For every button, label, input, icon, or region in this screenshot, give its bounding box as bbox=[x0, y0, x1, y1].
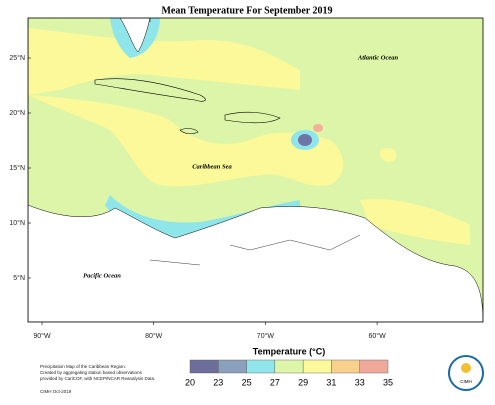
lat-label: 25°N bbox=[9, 54, 25, 62]
coast bbox=[28, 18, 151, 205]
legend-swatch bbox=[302, 359, 332, 374]
legend-swatch bbox=[274, 359, 304, 374]
legend-tick: 29 bbox=[298, 377, 308, 387]
warm-zone bbox=[28, 28, 300, 95]
map-area bbox=[28, 18, 483, 322]
legend-swatch bbox=[331, 359, 360, 374]
legend-tick: 20 bbox=[185, 377, 195, 387]
logo-text: CIMH bbox=[460, 379, 472, 384]
legend: 20 23 25 27 29 31 33 35 bbox=[185, 359, 393, 387]
legend-tick: 31 bbox=[326, 377, 336, 387]
lat-labels: 25°N 20°N 15°N 10°N 5°N bbox=[9, 54, 31, 282]
cuba bbox=[94, 78, 206, 102]
warm-zone bbox=[379, 148, 397, 162]
land bbox=[28, 204, 483, 322]
lon-label: 90°W bbox=[33, 332, 51, 340]
lon-label: 70°W bbox=[257, 332, 275, 340]
lat-label: 10°N bbox=[9, 219, 25, 227]
lat-label: 15°N bbox=[9, 164, 25, 172]
ocean-label: Atlantic Ocean bbox=[357, 54, 399, 61]
ocean-label: Pacific Ocean bbox=[83, 272, 121, 279]
ocean-label: Caribbean Sea bbox=[192, 163, 232, 170]
map-frame bbox=[27, 17, 484, 323]
lat-label: 20°N bbox=[9, 109, 25, 117]
cold-zone bbox=[298, 134, 312, 146]
note: Created by aggregating station based obs… bbox=[40, 370, 143, 375]
hispaniola bbox=[224, 111, 281, 124]
legend-tick: 25 bbox=[242, 377, 252, 387]
borders bbox=[149, 234, 361, 266]
lon-label: 80°W bbox=[145, 332, 163, 340]
note: Precipitation Map of the Caribbean Regio… bbox=[40, 364, 126, 369]
lon-label: 60°W bbox=[368, 332, 386, 340]
credit: CIMH Oct-2019 bbox=[40, 389, 72, 394]
hot-zone bbox=[313, 124, 323, 132]
legend-tick: 33 bbox=[355, 377, 365, 387]
lon-labels: 90°W 80°W 70°W 60°W bbox=[33, 322, 386, 340]
logo-sun bbox=[461, 363, 471, 373]
note: provided by CariCOF, with NCEP/NCAR Rean… bbox=[40, 376, 155, 381]
legend-tick: 27 bbox=[270, 377, 280, 387]
title: Mean Temperature For September 2019 bbox=[161, 5, 332, 16]
legend-swatch bbox=[189, 359, 219, 374]
legend-swatch bbox=[246, 359, 276, 374]
land bbox=[119, 18, 151, 53]
legend-title: Temperature (°C) bbox=[253, 346, 325, 356]
warm-zone bbox=[28, 95, 344, 187]
jamaica bbox=[179, 128, 199, 135]
legend-swatch bbox=[359, 359, 389, 374]
legend-tick: 23 bbox=[213, 377, 223, 387]
warm-zone bbox=[360, 199, 470, 245]
lat-label: 5°N bbox=[13, 274, 25, 282]
cool-zone bbox=[105, 195, 300, 238]
legend-swatch bbox=[218, 359, 247, 374]
legend-tick: 35 bbox=[383, 377, 393, 387]
